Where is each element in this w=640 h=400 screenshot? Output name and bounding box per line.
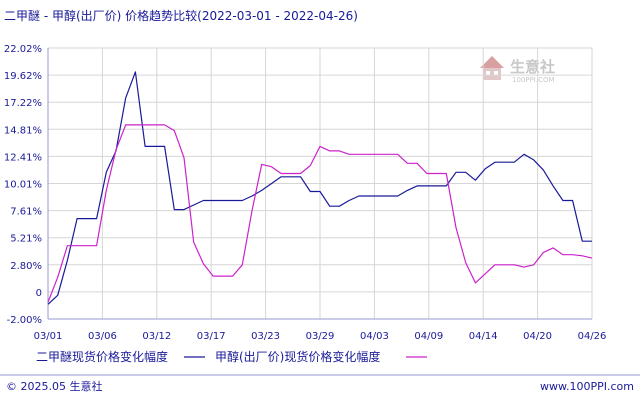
watermark-brand: 生意社: [510, 58, 555, 76]
y-tick-label: 5.21%: [10, 234, 42, 245]
x-tick-label: 03/01: [34, 331, 63, 342]
legend-label-dme: 二甲醚现货价格变化幅度: [36, 349, 168, 364]
y-tick-label: 7.61%: [10, 207, 42, 218]
footer-url: www.100PPI.com: [540, 380, 634, 393]
x-tick-label: 03/29: [306, 331, 335, 342]
chart-title: 二甲醚 - 甲醇(出厂价) 价格趋势比较(2022-03-01 - 2022-0…: [4, 8, 358, 23]
x-tick-label: 03/06: [88, 331, 117, 342]
y-tick-label: 12.41%: [4, 152, 42, 163]
x-tick-label: 04/03: [360, 331, 389, 342]
y-tick-label: 22.02%: [4, 44, 42, 55]
watermark-logo-icon: [480, 56, 504, 80]
series-line-methanol: [47, 124, 593, 303]
x-tick-label: 03/23: [251, 331, 280, 342]
x-tick-label: 03/12: [142, 331, 171, 342]
x-tick-label: 03/17: [197, 331, 226, 342]
y-tick-label: 2.80%: [10, 261, 42, 272]
x-tick-label: 04/14: [469, 331, 498, 342]
series-line-dme: [47, 71, 592, 305]
watermark-site: 100PPI.COM: [512, 76, 555, 84]
footer-copyright: © 2025.05 生意社: [6, 379, 102, 393]
series-lines: [47, 71, 593, 305]
y-tick-label: 14.81%: [4, 125, 42, 136]
y-tick-label: 0: [36, 288, 42, 299]
y-tick-label: 17.22%: [4, 98, 42, 109]
x-tick-label: 04/26: [578, 331, 607, 342]
legend: 二甲醚现货价格变化幅度 甲醇(出厂价)现货价格变化幅度: [36, 349, 427, 364]
y-axis-labels: 22.02% 19.62% 17.22% 14.81% 12.41% 10.01% 7.61…: [4, 44, 42, 326]
y-tick-label: 19.62%: [4, 71, 42, 82]
x-tick-label: 04/09: [414, 331, 443, 342]
legend-label-methanol: 甲醇(出厂价)现货价格变化幅度: [215, 349, 380, 364]
x-axis-labels: 03/01 03/06 03/12 03/17 03/23 03/29 04/03 04/09…: [34, 331, 607, 342]
watermark: 生意社 100PPI.COM: [480, 56, 555, 84]
axes: [47, 48, 592, 320]
y-tick-label: -2.00%: [7, 315, 42, 326]
y-tick-label: 10.01%: [4, 180, 42, 191]
x-tick-label: 04/20: [523, 331, 552, 342]
